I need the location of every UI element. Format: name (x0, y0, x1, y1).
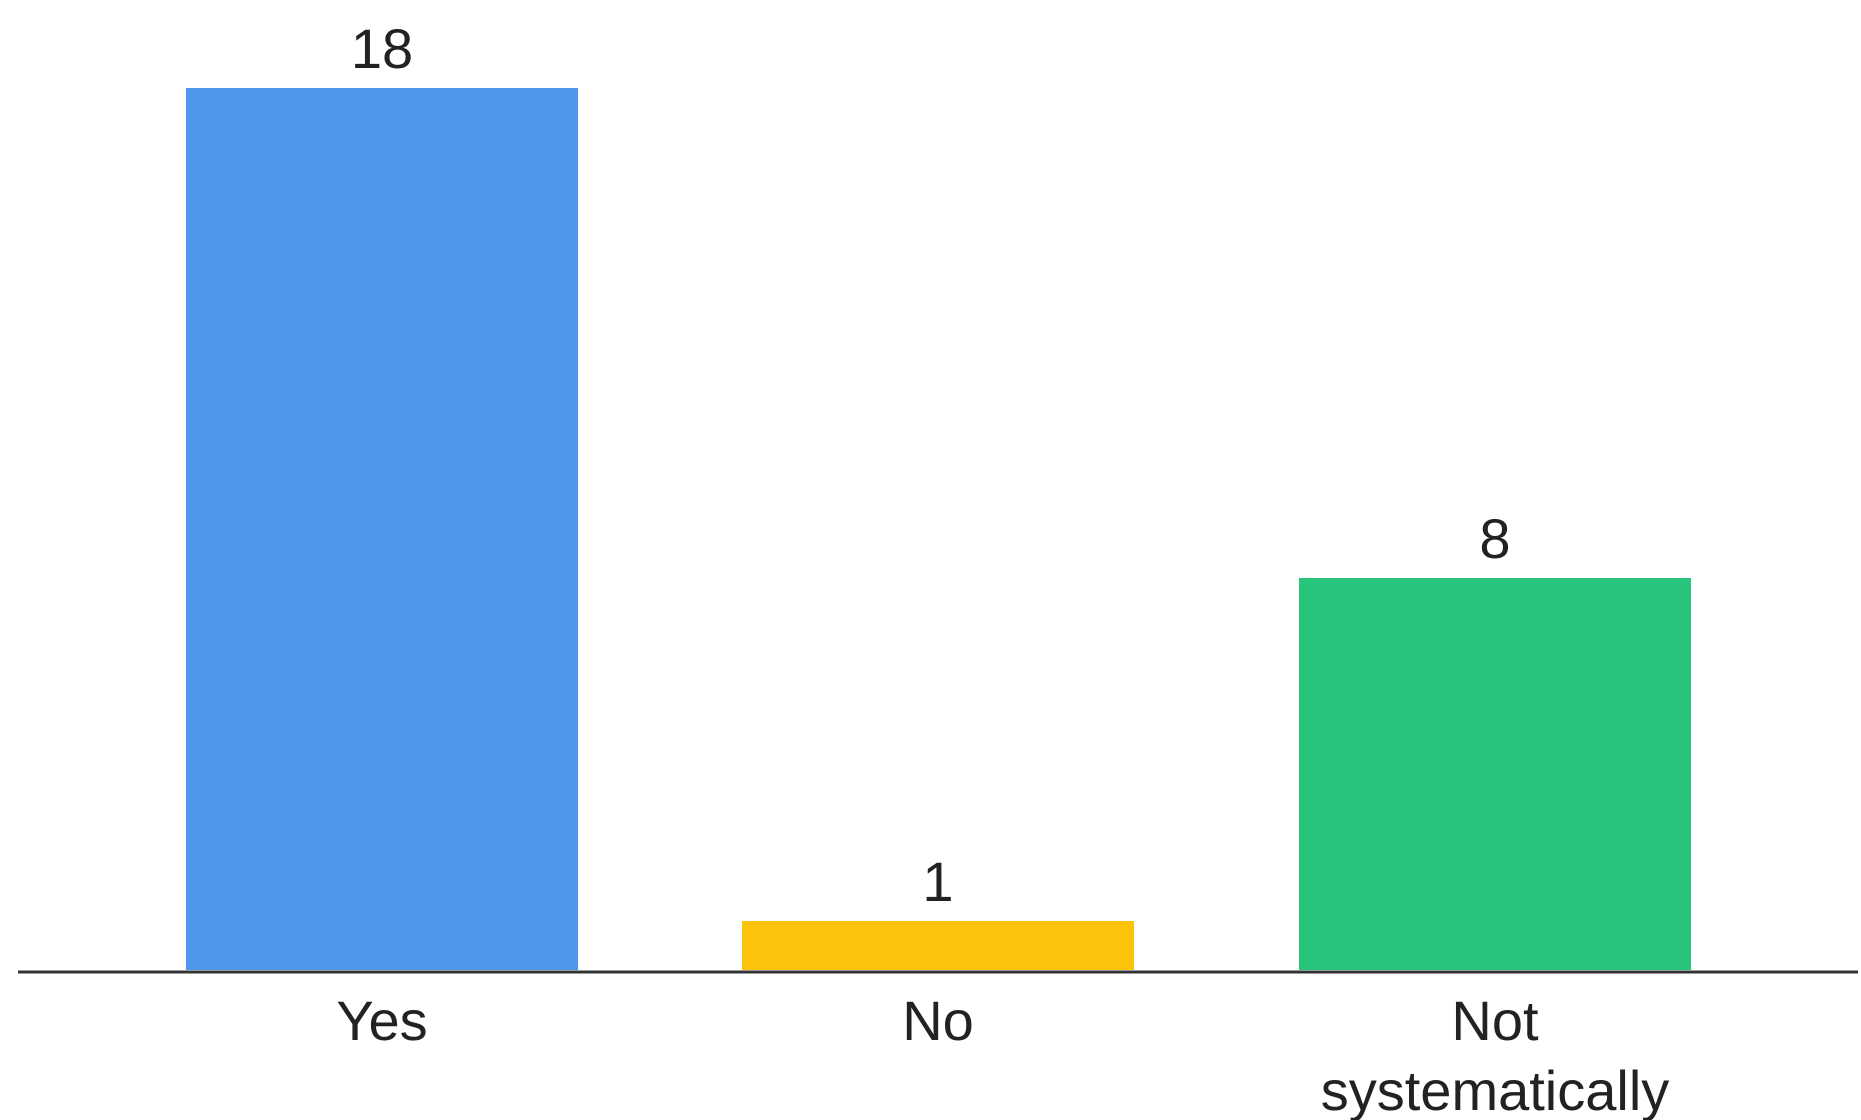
value-label-1: 18 (351, 17, 413, 80)
category-labels-layer: Yes No Not systematically (336, 989, 1669, 1120)
value-label-2: 1 (922, 850, 953, 913)
category-label-2: No (902, 989, 974, 1052)
bars-layer (186, 88, 1691, 970)
category-label-3-line-2: systematically (1321, 1059, 1670, 1120)
category-label-3-line-1: Not (1451, 989, 1539, 1052)
bar-3 (1299, 578, 1691, 970)
bar-2 (742, 921, 1134, 970)
value-label-3: 8 (1479, 507, 1510, 570)
category-label-1: Yes (336, 989, 427, 1052)
bar-1 (186, 88, 578, 970)
